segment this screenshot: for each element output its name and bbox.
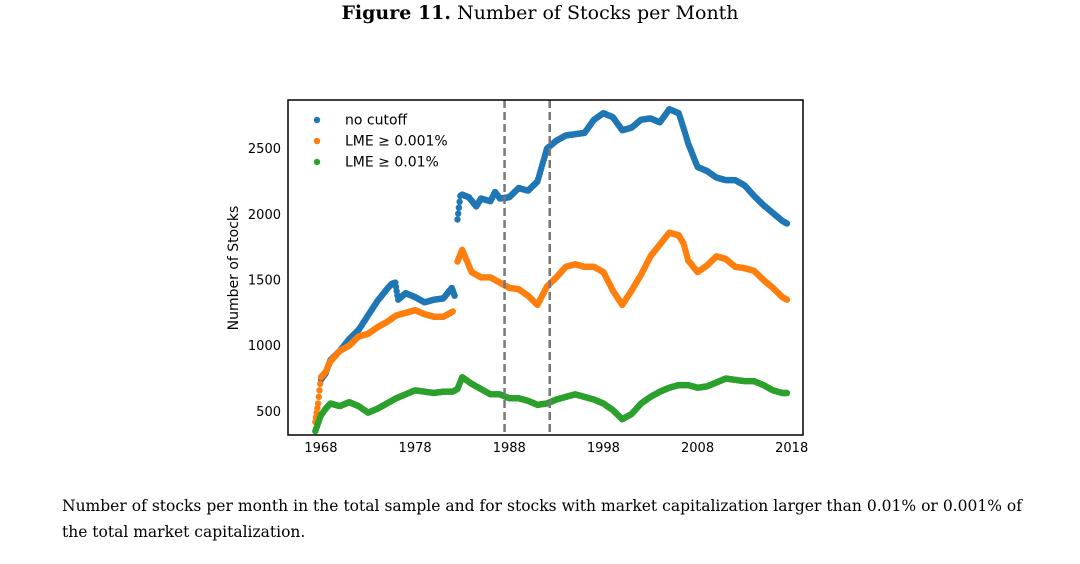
y-tick-label: 500 — [256, 405, 281, 420]
series-dot — [316, 387, 323, 394]
legend-label: no cutoff — [345, 113, 408, 129]
y-axis: 500 1000 1500 2000 2500 — [248, 142, 281, 420]
data-point — [449, 308, 456, 315]
y-tick-label: 2000 — [248, 208, 281, 223]
figure-title: Figure 11. Number of Stocks per Month — [0, 2, 1080, 24]
vline-layer — [503, 100, 551, 435]
series-1 — [312, 229, 791, 426]
legend: no cutoff LME ≥ 0.001% LME ≥ 0.01% — [313, 113, 448, 171]
plot-frame — [287, 99, 804, 436]
figure-caption: Number of stocks per month in the total … — [62, 497, 1022, 541]
data-point — [783, 220, 791, 227]
series-dot — [317, 380, 324, 387]
legend-label: LME ≥ 0.01% — [345, 155, 439, 171]
data-point — [783, 296, 791, 303]
legend-marker — [313, 137, 321, 145]
y-axis-label: Number of Stocks — [226, 206, 242, 331]
series-2 — [312, 374, 791, 435]
series-dot — [455, 210, 462, 217]
x-tick-label: 1998 — [587, 441, 620, 456]
data-point — [783, 389, 791, 397]
figure-label: Figure 11. — [341, 2, 452, 24]
legend-marker — [313, 158, 321, 166]
figure-title-text: Number of Stocks per Month — [457, 2, 739, 24]
data-point — [454, 216, 461, 223]
y-tick-label: 1000 — [248, 339, 281, 354]
x-tick-label: 1978 — [399, 441, 432, 456]
data-point — [314, 400, 322, 407]
series-dot — [315, 393, 322, 401]
legend-label: LME ≥ 0.001% — [345, 134, 448, 150]
series-layer — [312, 106, 791, 435]
x-tick-label: 2008 — [681, 441, 714, 456]
y-tick-label: 1500 — [248, 273, 281, 288]
chart: 1968 1978 1988 1998 2008 2018 500 1000 1500 2000… — [226, 99, 808, 456]
series-dot — [456, 198, 463, 205]
x-tick-label: 2018 — [775, 441, 808, 456]
x-axis: 1968 1978 1988 1998 2008 2018 — [304, 441, 808, 456]
data-point — [451, 292, 458, 299]
legend-marker — [313, 116, 321, 124]
series-dot — [455, 204, 463, 211]
x-tick-label: 1988 — [493, 441, 526, 456]
y-tick-label: 2500 — [248, 142, 281, 157]
x-tick-label: 1968 — [304, 441, 337, 456]
